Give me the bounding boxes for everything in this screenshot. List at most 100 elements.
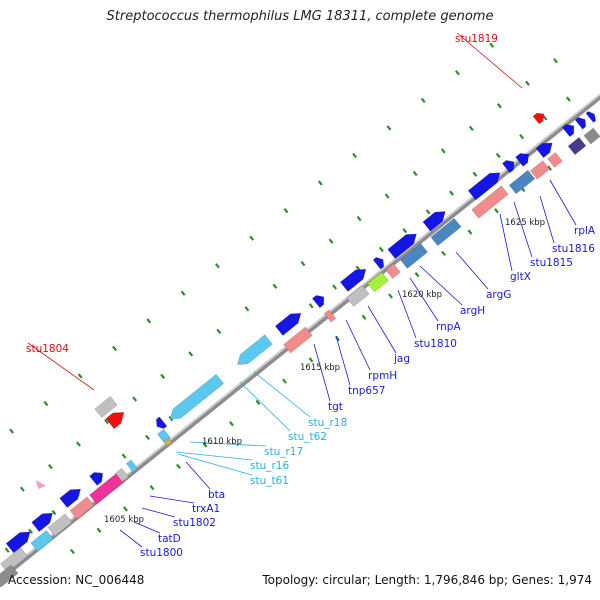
gene-feature [115, 467, 129, 483]
tick-mark [356, 215, 362, 222]
marker-triangle [36, 480, 46, 489]
leader-line [335, 335, 351, 386]
feature-shape [323, 309, 337, 323]
tick-mark [188, 351, 194, 357]
feature-shape [274, 312, 302, 336]
leader-line [27, 342, 95, 391]
tick-mark [425, 209, 431, 215]
gene-feature [585, 110, 597, 123]
tick-mark [467, 229, 473, 235]
tick-mark [96, 527, 102, 533]
tick-mark [146, 318, 152, 324]
feature-shape [59, 488, 81, 508]
gene-label-tgt: tgt [328, 401, 343, 413]
tick-mark [70, 548, 75, 555]
gene-feature [30, 530, 54, 552]
gene-feature [547, 152, 563, 168]
gene-label-argg: argG [486, 289, 511, 301]
tick-mark [414, 272, 420, 278]
feature-shape [399, 243, 429, 269]
tick-mark [386, 125, 392, 131]
leader-line [239, 381, 291, 432]
gene-feature [372, 256, 385, 270]
feature-shape [47, 513, 73, 537]
tick-mark [255, 399, 261, 406]
leader-line [313, 343, 331, 402]
leader-line [149, 495, 195, 504]
feature-shape [430, 217, 462, 247]
feature-shape [561, 124, 575, 138]
tick-mark [317, 180, 323, 186]
tick-mark [202, 442, 208, 448]
feature-shape [339, 268, 367, 292]
feature-shape [574, 116, 587, 130]
gene-label-rpmh: rpmH [368, 370, 397, 382]
tick-mark [328, 238, 334, 244]
tick-mark [145, 434, 150, 440]
gene-feature [47, 513, 73, 537]
gene-label-stu1804: stu1804 [26, 343, 69, 355]
leader-line [175, 451, 253, 461]
map-title: Streptococcus thermophilus LMG 18311, co… [106, 9, 494, 24]
gene-feature [399, 243, 429, 269]
tick-mark [180, 290, 186, 296]
tick-mark [449, 190, 454, 196]
scale-labels: 1605 kbp 1610 kbp 1615 kbp 1620 kbp 1625 kbp [104, 218, 545, 525]
feature-shape [535, 142, 553, 159]
feature-shape [422, 211, 446, 232]
gene-feature [567, 136, 587, 156]
tick-mark [441, 250, 446, 257]
feature-shape [169, 373, 225, 420]
feature-shape [532, 112, 545, 125]
gene-label-stu_t62: stu_t62 [288, 431, 327, 443]
leader-line [141, 507, 176, 518]
gene-feature [346, 285, 370, 307]
gene-feature [0, 564, 19, 588]
gene-feature [339, 268, 367, 292]
feature-shape [115, 467, 129, 483]
leader-line [539, 195, 555, 244]
feature-shape [385, 263, 401, 279]
tick-mark [244, 306, 250, 312]
gene-feature [508, 169, 536, 195]
leader-line [549, 179, 577, 226]
tick-mark [402, 228, 408, 234]
label-leader-lines [27, 32, 577, 548]
feature-shape [508, 169, 536, 195]
gene-feature [283, 326, 313, 354]
tick-mark [308, 303, 314, 309]
gene-label-stu_r16: stu_r16 [250, 460, 289, 472]
tick-mark [378, 246, 384, 253]
gene-feature [274, 312, 302, 336]
leader-line [397, 289, 417, 339]
tick-mark [43, 400, 49, 407]
gene-feature [311, 295, 325, 309]
tick-mark [468, 125, 474, 132]
tick-mark [176, 463, 181, 469]
tick-mark [300, 261, 306, 267]
leader-line [185, 461, 211, 490]
leader-line [419, 265, 463, 306]
feature-shape [5, 531, 31, 554]
feature-shape [387, 233, 417, 260]
leader-line [177, 453, 253, 476]
tick-mark [308, 357, 314, 363]
feature-shape [367, 271, 389, 293]
gene-feature [237, 334, 273, 365]
tick-mark [496, 103, 502, 109]
feature-shape [163, 437, 173, 447]
tick-mark [132, 396, 138, 402]
tick-mark [412, 170, 418, 177]
gene-feature [529, 160, 551, 180]
gene-label-stu1816: stu1816 [552, 243, 595, 255]
tick-mark [455, 70, 460, 76]
gene-feature [467, 172, 501, 201]
gene-feature [163, 437, 173, 447]
tick-mark [566, 96, 571, 102]
tick-mark [282, 378, 287, 384]
tick-mark [525, 80, 530, 86]
tick-mark [489, 42, 495, 48]
leader-line [455, 251, 489, 290]
gene-feature [89, 472, 125, 504]
gene-feature [430, 217, 462, 247]
